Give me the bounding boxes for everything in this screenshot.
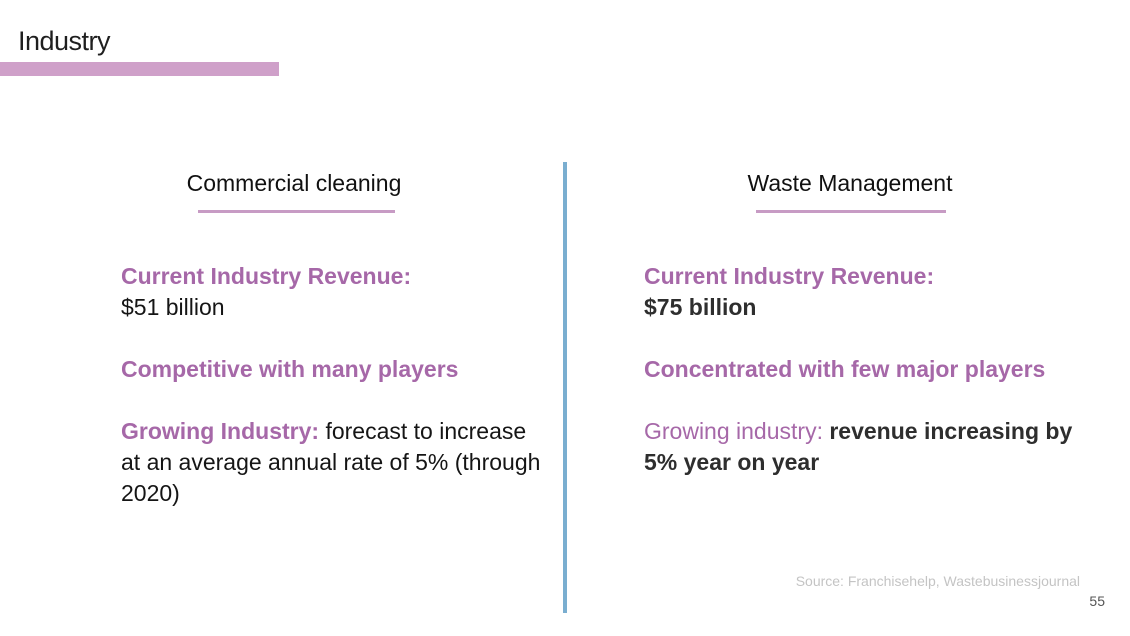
title-accent-bar [0, 62, 279, 76]
revenue-label: Current Industry Revenue: [121, 263, 412, 289]
source-citation: Source: Franchisehelp, Wastebusinessjour… [795, 573, 1080, 589]
revenue-block: Current Industry Revenue: $51 billion [121, 261, 546, 323]
revenue-value: $51 billion [121, 294, 225, 320]
revenue-block: Current Industry Revenue: $75 billion [644, 261, 1084, 323]
competition-text: Concentrated with few major players [644, 356, 1046, 382]
column-heading-waste-management: Waste Management [747, 170, 953, 196]
column-divider [563, 162, 567, 613]
growth-text: forecast to increase at an average annua… [121, 418, 541, 506]
column-underline-left [198, 210, 395, 213]
growth-text: revenue increasing by 5% year on year [644, 418, 1073, 475]
revenue-label: Current Industry Revenue: [644, 263, 935, 289]
column-body-right: Current Industry Revenue: $75 billion Co… [644, 261, 1084, 509]
growth-label: Growing Industry: [121, 418, 320, 444]
slide-title: Industry [18, 26, 111, 56]
competition-text: Competitive with many players [121, 356, 459, 382]
competition-block: Concentrated with few major players [644, 354, 1084, 385]
growth-block: Growing industry: revenue increasing by … [644, 416, 1084, 478]
growth-block: Growing Industry: forecast to increase a… [121, 416, 546, 509]
column-underline-right [756, 210, 946, 213]
column-heading-commercial-cleaning: Commercial cleaning [186, 170, 402, 196]
revenue-value: $75 billion [644, 294, 757, 320]
growth-label: Growing industry: [644, 418, 823, 444]
column-body-left: Current Industry Revenue: $51 billion Co… [121, 261, 546, 540]
competition-block: Competitive with many players [121, 354, 546, 385]
page-number: 55 [1089, 593, 1105, 609]
